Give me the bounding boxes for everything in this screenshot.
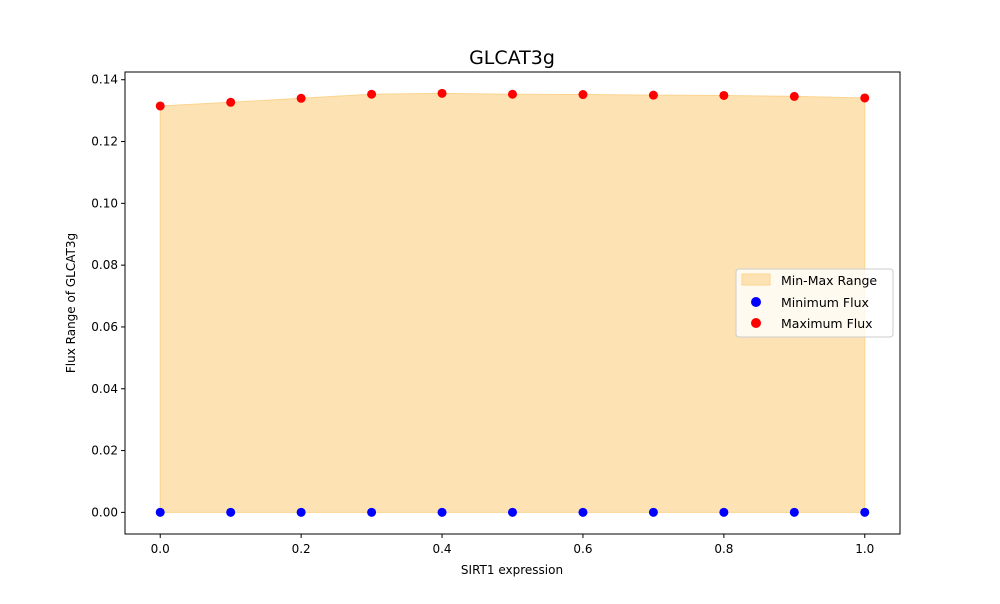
min-flux-point bbox=[648, 507, 658, 517]
legend-swatch-min bbox=[751, 297, 761, 307]
min-flux-point bbox=[508, 507, 517, 517]
legend-label-range: Min-Max Range bbox=[781, 273, 877, 288]
legend: Min-Max Range Minimum Flux Maximum Flux bbox=[735, 268, 894, 338]
max-flux-point bbox=[226, 97, 236, 107]
x-tick-label: 0.6 bbox=[573, 542, 592, 556]
max-flux-point bbox=[155, 101, 165, 111]
max-flux-point bbox=[860, 93, 870, 103]
y-tick-label: 0.04 bbox=[91, 382, 118, 396]
min-flux-point bbox=[437, 507, 447, 517]
chart-title: GLCAT3g bbox=[469, 47, 555, 69]
y-tick-label: 0.02 bbox=[91, 444, 118, 458]
x-axis: 0.0 0.2 0.4 0.6 0.8 1.0 bbox=[151, 534, 874, 556]
y-axis: 0.00 0.02 0.04 0.06 0.08 0.10 0.12 0.14 bbox=[91, 73, 125, 519]
max-flux-point bbox=[578, 90, 588, 100]
min-flux-point bbox=[860, 507, 870, 517]
min-flux-point bbox=[226, 507, 236, 517]
max-flux-point bbox=[789, 91, 799, 101]
x-tick-label: 1.0 bbox=[855, 542, 874, 556]
min-flux-point bbox=[719, 507, 729, 517]
x-tick-label: 0.8 bbox=[714, 542, 733, 556]
x-tick-label: 0.2 bbox=[292, 542, 311, 556]
y-tick-label: 0.06 bbox=[91, 320, 118, 334]
y-tick-label: 0.12 bbox=[91, 135, 118, 149]
legend-box bbox=[735, 268, 894, 338]
y-axis-label: Flux Range of GLCAT3g bbox=[64, 233, 78, 373]
min-flux-point bbox=[367, 507, 377, 517]
max-flux-point bbox=[367, 89, 377, 99]
y-tick-label: 0.00 bbox=[91, 505, 118, 519]
min-flux-point bbox=[296, 507, 306, 517]
max-flux-point bbox=[508, 89, 517, 99]
legend-label-min: Minimum Flux bbox=[781, 295, 869, 310]
y-tick-label: 0.10 bbox=[91, 196, 118, 210]
y-tick-label: 0.08 bbox=[91, 258, 118, 272]
x-axis-label: SIRT1 expression bbox=[461, 563, 563, 577]
max-flux-point bbox=[296, 93, 306, 103]
max-flux-point bbox=[437, 88, 447, 98]
plot-area-frame bbox=[124, 71, 901, 535]
y-tick-label: 0.14 bbox=[91, 73, 118, 87]
max-flux-point bbox=[648, 90, 658, 100]
scatter-points bbox=[155, 88, 870, 517]
min-flux-point bbox=[578, 507, 588, 517]
x-tick-label: 0.0 bbox=[151, 542, 170, 556]
legend-label-max: Maximum Flux bbox=[781, 316, 873, 331]
x-tick-label: 0.4 bbox=[432, 542, 451, 556]
max-flux-point bbox=[719, 90, 729, 100]
legend-swatch-max bbox=[751, 318, 761, 328]
min-flux-point bbox=[155, 507, 165, 517]
legend-swatch-range bbox=[741, 273, 771, 286]
min-flux-point bbox=[789, 507, 799, 517]
